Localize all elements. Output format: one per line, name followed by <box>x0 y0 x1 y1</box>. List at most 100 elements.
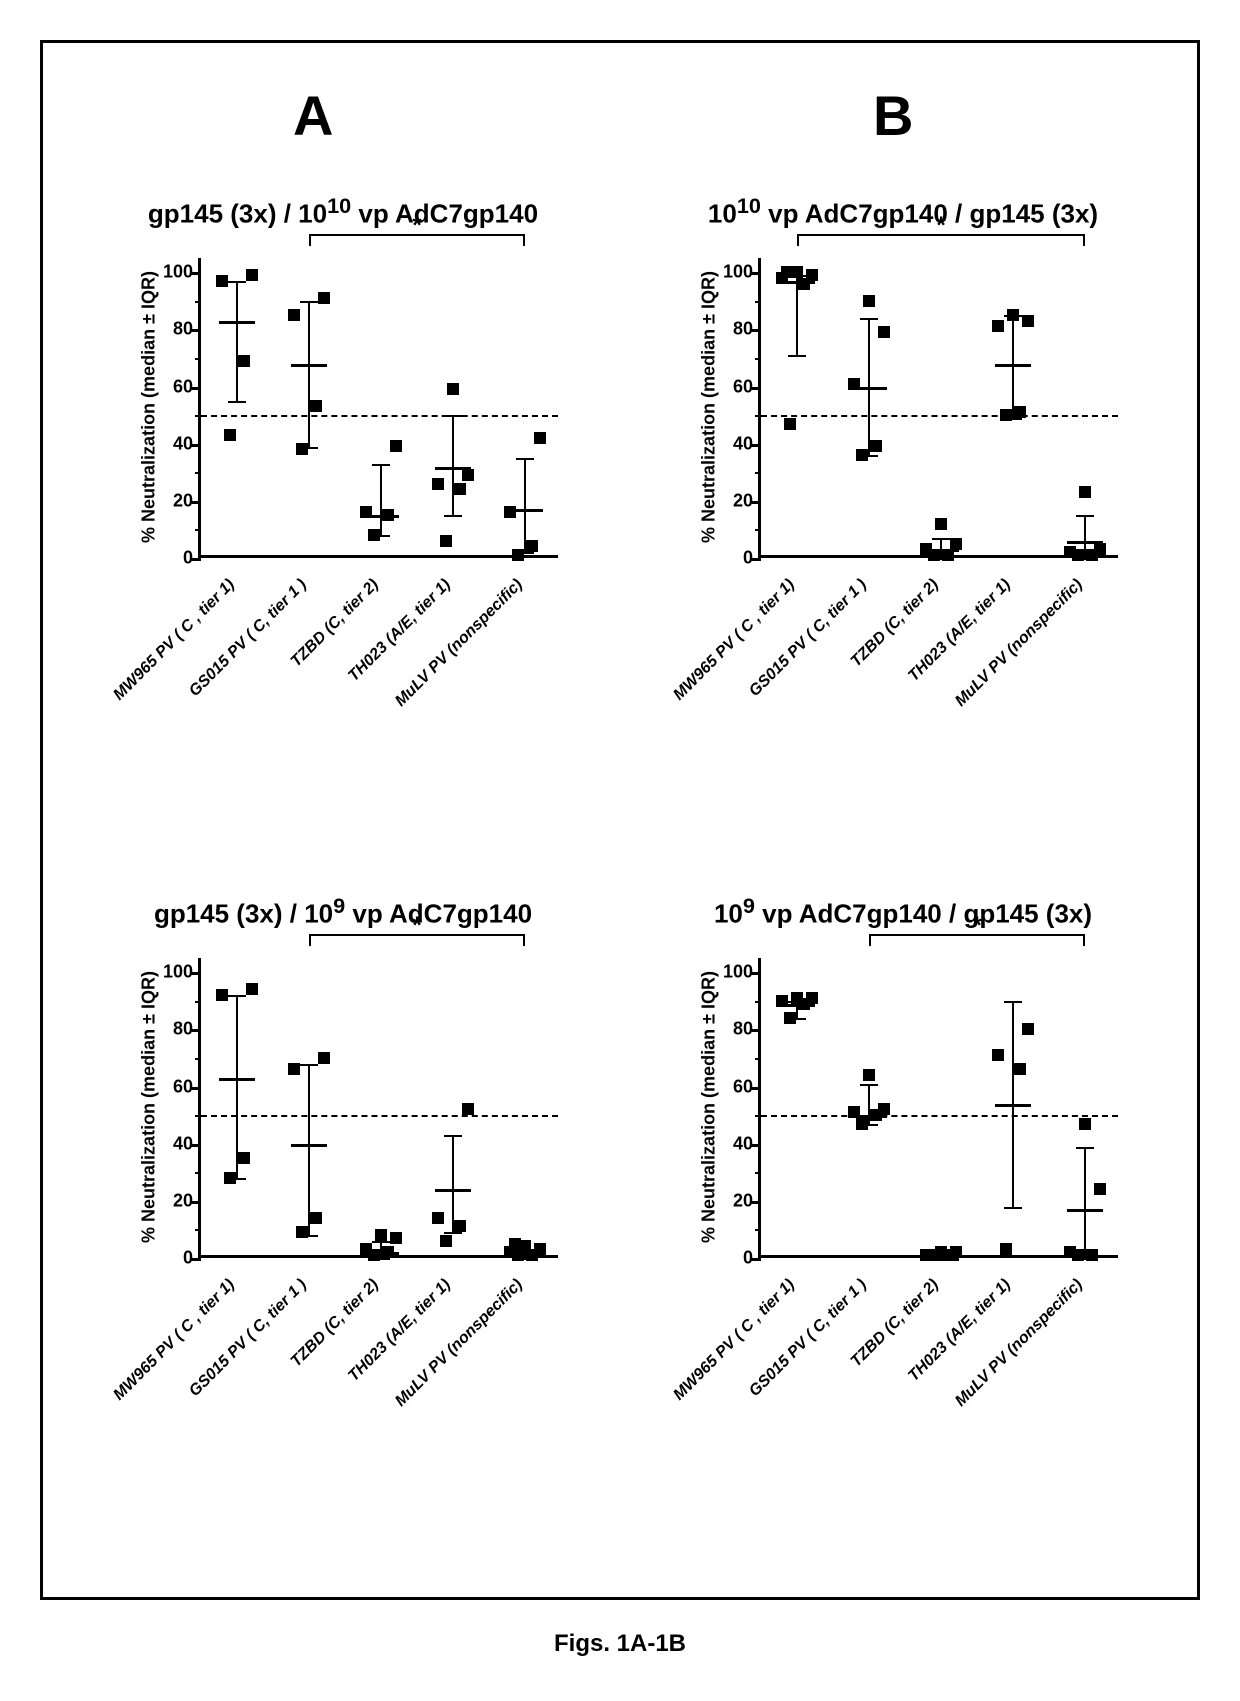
x-tick-label: MuLV PV (nonspecific) <box>392 576 527 711</box>
column-header-B: B <box>873 83 913 148</box>
y-tick-label: 20 <box>153 1190 193 1211</box>
y-tick-minor <box>195 1058 201 1060</box>
x-tick-label: GS015 PV ( C, tier 1 ) <box>746 1276 871 1401</box>
plot-area: % Neutralization (median ± IQR)020406080… <box>758 258 1118 558</box>
y-tick-label: 0 <box>713 548 753 569</box>
figure-frame: A B gp145 (3x) / 1010 vp AdC7gp140 % Neut… <box>40 40 1200 1600</box>
reference-line <box>201 1115 558 1117</box>
data-point <box>1022 1023 1034 1035</box>
data-point <box>246 983 258 995</box>
y-tick-minor <box>195 301 201 303</box>
iqr-cap <box>444 1135 462 1137</box>
data-point <box>318 1052 330 1064</box>
data-point <box>856 1118 868 1130</box>
y-tick-minor <box>755 301 761 303</box>
data-point <box>382 509 394 521</box>
data-point <box>1014 1063 1026 1075</box>
iqr-cap <box>860 1084 878 1086</box>
data-point <box>224 1172 236 1184</box>
data-point <box>1000 1243 1012 1255</box>
y-tick-minor <box>195 358 201 360</box>
data-point <box>1086 1249 1098 1261</box>
iqr-stem <box>452 1135 454 1232</box>
data-point <box>238 1152 250 1164</box>
data-point <box>216 275 228 287</box>
iqr-stem <box>524 458 526 552</box>
median-bar <box>219 321 255 324</box>
plot-area: % Neutralization (median ± IQR)020406080… <box>198 258 558 558</box>
data-point <box>1094 1183 1106 1195</box>
panel-title: gp145 (3x) / 1010 vp AdC7gp140 <box>83 193 603 230</box>
data-point <box>1000 409 1012 421</box>
iqr-cap <box>860 318 878 320</box>
data-point <box>848 378 860 390</box>
iqr-cap <box>228 281 246 283</box>
x-tick-label: MW965 PV ( C , tier 1) <box>670 576 798 704</box>
data-point <box>534 1243 546 1255</box>
data-point <box>296 443 308 455</box>
data-point <box>920 543 932 555</box>
iqr-stem <box>308 301 310 447</box>
y-tick-label: 100 <box>153 262 193 283</box>
data-point <box>454 483 466 495</box>
data-point <box>781 266 793 278</box>
data-point <box>375 1229 387 1241</box>
y-tick-minor <box>195 529 201 531</box>
panel-title: 1010 vp AdC7gp140 / gp145 (3x) <box>643 193 1163 230</box>
data-point <box>390 1232 402 1244</box>
x-tick-label: MW965 PV ( C , tier 1) <box>110 1276 238 1404</box>
data-point <box>216 989 228 1001</box>
chart-panel: gp145 (3x) / 1010 vp AdC7gp140 % Neutrali… <box>83 193 603 843</box>
iqr-cap <box>932 538 950 540</box>
data-point <box>462 469 474 481</box>
data-point <box>950 538 962 550</box>
data-point <box>224 429 236 441</box>
chart: % Neutralization (median ± IQR)020406080… <box>703 248 1143 608</box>
y-tick-label: 40 <box>153 1133 193 1154</box>
median-bar <box>219 1078 255 1081</box>
y-tick-minor <box>195 1001 201 1003</box>
y-tick-minor <box>755 529 761 531</box>
data-point <box>462 1103 474 1115</box>
x-tick-label: MW965 PV ( C , tier 1) <box>110 576 238 704</box>
data-point <box>784 418 796 430</box>
plot-area: % Neutralization (median ± IQR)020406080… <box>758 958 1118 1258</box>
data-point <box>992 320 1004 332</box>
iqr-cap <box>788 355 806 357</box>
y-tick-label: 100 <box>713 962 753 983</box>
data-point <box>1022 315 1034 327</box>
iqr-cap <box>228 401 246 403</box>
y-tick-minor <box>195 472 201 474</box>
median-bar <box>435 1189 471 1192</box>
data-point <box>440 535 452 547</box>
chart-panel: 109 vp AdC7gp140 / gp145 (3x)% Neutraliz… <box>643 893 1163 1543</box>
data-point <box>512 549 524 561</box>
significance-star: * <box>972 912 981 940</box>
iqr-cap <box>1004 1207 1022 1209</box>
data-point <box>318 292 330 304</box>
iqr-cap <box>444 415 462 417</box>
x-tick-label: GS015 PV ( C, tier 1 ) <box>186 576 311 701</box>
data-point <box>950 1246 962 1258</box>
data-point <box>806 269 818 281</box>
chart-panel: gp145 (3x) / 109 vp AdC7gp140% Neutraliz… <box>83 893 603 1543</box>
data-point <box>509 1238 521 1250</box>
data-point <box>296 1226 308 1238</box>
median-bar <box>995 364 1031 367</box>
y-tick-label: 60 <box>153 1076 193 1097</box>
median-bar <box>291 1144 327 1147</box>
y-tick-label: 80 <box>713 319 753 340</box>
median-bar <box>1067 1209 1103 1212</box>
chart: % Neutralization (median ± IQR)020406080… <box>703 948 1143 1308</box>
y-tick-label: 40 <box>153 433 193 454</box>
iqr-cap <box>228 995 246 997</box>
median-bar <box>291 364 327 367</box>
data-point <box>878 1103 890 1115</box>
data-point <box>1094 543 1106 555</box>
column-header-A: A <box>293 83 333 148</box>
significance-star: * <box>936 212 945 240</box>
chart: % Neutralization (median ± IQR)020406080… <box>143 948 583 1308</box>
y-tick-label: 0 <box>153 1248 193 1269</box>
data-point <box>526 540 538 552</box>
chart-panel: 1010 vp AdC7gp140 / gp145 (3x) % Neutrali… <box>643 193 1163 843</box>
